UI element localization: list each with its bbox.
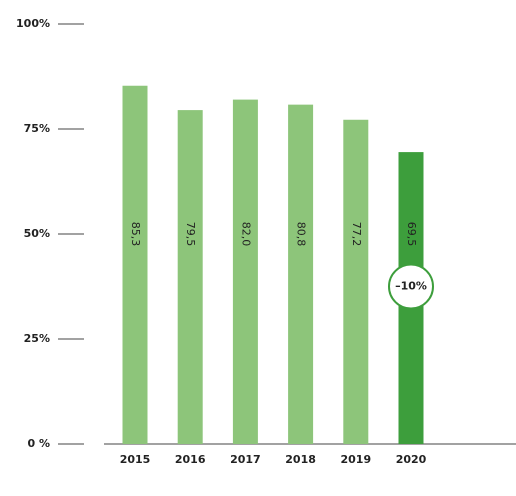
y-tick-label: 50% (24, 227, 50, 240)
value-label: 79,5 (184, 222, 197, 247)
bar (122, 85, 148, 445)
annotation: –10% (395, 280, 427, 293)
value-label: 77,2 (350, 222, 363, 247)
y-tick-label: 100% (16, 17, 50, 30)
x-tick-label: 2018 (285, 453, 316, 466)
bar (177, 110, 203, 444)
x-tick-label: 2019 (340, 453, 371, 466)
value-label: 69,5 (405, 222, 418, 247)
y-tick-label: 75% (24, 122, 50, 135)
x-tick-label: 2015 (120, 453, 151, 466)
value-label: 80,8 (295, 222, 308, 247)
y-tick-label: 0 % (27, 437, 50, 450)
x-tick-label: 2020 (396, 453, 427, 466)
bar (288, 104, 314, 444)
bar (343, 119, 369, 444)
value-label: 82,0 (239, 222, 252, 247)
x-tick-label: 2017 (230, 453, 261, 466)
x-tick-label: 2016 (175, 453, 206, 466)
y-tick-label: 25% (24, 332, 50, 345)
bar (232, 99, 258, 444)
value-label: 85,3 (129, 222, 142, 247)
annotation-circle (388, 263, 434, 310)
